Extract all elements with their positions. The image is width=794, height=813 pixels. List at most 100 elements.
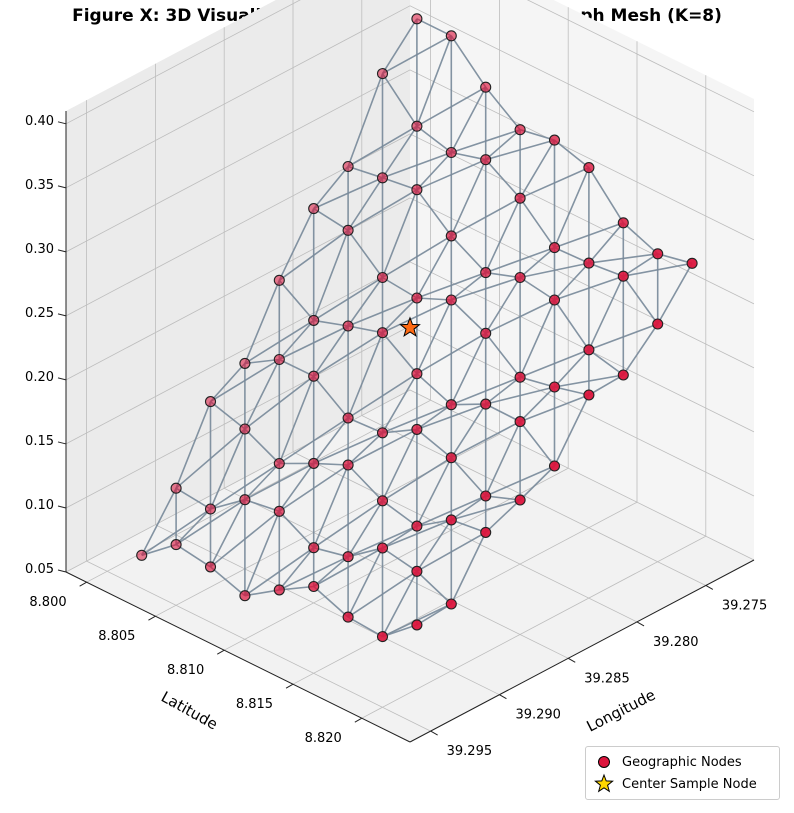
graph-edge <box>278 358 315 377</box>
graph-edge <box>313 207 349 231</box>
graph-edge <box>175 401 212 489</box>
graph-edge <box>451 128 521 154</box>
graph-edge <box>140 487 177 556</box>
graph-edge <box>554 374 624 388</box>
legend-item-geographic-nodes: Geographic Nodes <box>586 751 742 773</box>
graph-edge <box>382 547 418 572</box>
node-point <box>480 154 492 166</box>
graph-edge <box>175 543 211 568</box>
graph-edge <box>450 35 487 88</box>
graph-edge <box>209 510 280 568</box>
node-point <box>445 30 457 42</box>
graph-edge <box>484 421 521 497</box>
graph-edge <box>382 235 452 279</box>
graph-edge <box>485 159 521 199</box>
graph-edge <box>416 35 453 127</box>
z-tick-label: 0.35 <box>25 178 54 193</box>
graph-edge <box>484 197 521 273</box>
graph-edge <box>519 139 556 199</box>
graph-edge <box>278 208 315 281</box>
node-point <box>445 146 457 159</box>
graph-edge <box>244 462 315 501</box>
node-point <box>445 452 457 464</box>
node-point <box>239 357 251 369</box>
graph-edge <box>485 139 555 161</box>
graph-edge <box>347 428 418 466</box>
node-point <box>376 271 389 284</box>
graph-edge <box>313 462 349 466</box>
graph-edge <box>381 373 418 434</box>
center-sample-node <box>399 316 421 338</box>
graph-edge <box>313 585 349 618</box>
graph-edge <box>416 86 487 127</box>
circle-marker-icon <box>586 751 622 773</box>
x-tick-label: 8.810 <box>167 663 204 678</box>
graph-edge <box>519 262 590 279</box>
left-wall-pane <box>66 0 410 572</box>
graph-edge <box>588 253 658 264</box>
gridline-z <box>65 197 755 381</box>
node-point <box>480 81 492 93</box>
node-point <box>239 590 251 602</box>
graph-edge <box>416 404 452 431</box>
graph-edge <box>244 428 280 465</box>
graph-edge <box>451 499 521 521</box>
legend: Geographic Nodes Center Sample Node <box>585 746 780 800</box>
graph-edge <box>347 547 384 618</box>
node-point <box>342 320 354 332</box>
gridline-z <box>65 5 755 189</box>
graph-edge <box>209 566 246 597</box>
z-tick-label: 0.30 <box>25 242 54 257</box>
graph-edge <box>381 429 418 502</box>
graph-edge <box>657 262 693 325</box>
node-point <box>342 160 354 173</box>
node-point <box>136 549 148 561</box>
graph-edge <box>313 276 383 322</box>
graph-edge <box>347 229 384 278</box>
graph-edge <box>519 128 555 141</box>
graph-edge <box>588 222 624 264</box>
graph-edge <box>312 230 349 321</box>
graph-edge <box>278 319 315 361</box>
y-tick-label: 39.275 <box>722 598 768 613</box>
graph-edge <box>313 556 349 588</box>
y-tick <box>567 657 576 663</box>
node-point <box>514 124 526 136</box>
graph-edge <box>382 299 452 334</box>
node-point <box>308 457 320 469</box>
graph-edge <box>450 159 487 237</box>
graph-edge <box>210 498 246 510</box>
gridline-z <box>65 0 755 125</box>
legend-label: Center Sample Node <box>622 776 757 792</box>
graph-edge <box>210 400 246 430</box>
graph-edge <box>485 403 521 423</box>
node-point <box>204 561 217 573</box>
node-point <box>342 551 354 563</box>
graph-edge <box>450 332 487 406</box>
graph-edge <box>485 465 555 497</box>
graph-edge <box>347 547 383 558</box>
graph-edge <box>450 403 487 459</box>
graph-edge <box>382 525 418 549</box>
y-tick <box>705 585 714 590</box>
graph-edge <box>244 589 280 597</box>
graph-edge <box>622 253 659 277</box>
z-tick <box>57 569 67 573</box>
graph-edge <box>209 428 246 510</box>
graph-edge <box>313 546 349 558</box>
x-tick-label: 8.805 <box>98 629 135 644</box>
graph-edge <box>382 177 418 191</box>
axis-line <box>65 571 411 743</box>
graph-edge <box>519 421 556 467</box>
node-point <box>480 398 492 410</box>
graph-edge <box>553 394 590 467</box>
graph-edge <box>382 457 452 502</box>
graph-edge <box>347 464 384 502</box>
graph-edge <box>278 375 315 464</box>
graph-edge <box>279 585 314 591</box>
graph-edge <box>553 299 590 351</box>
graph-edge <box>313 325 349 377</box>
graph-edge <box>210 358 280 403</box>
node-point <box>514 271 526 284</box>
